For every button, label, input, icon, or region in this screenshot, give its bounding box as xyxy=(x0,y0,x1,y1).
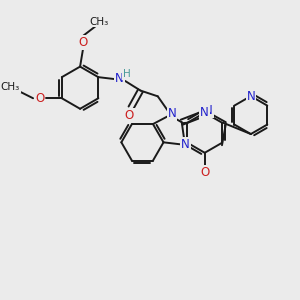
Text: N: N xyxy=(181,138,190,151)
Text: N: N xyxy=(200,106,209,119)
Text: CH₃: CH₃ xyxy=(0,82,20,92)
Text: O: O xyxy=(35,92,44,105)
Text: N: N xyxy=(168,107,176,120)
Text: H: H xyxy=(123,69,131,79)
Text: O: O xyxy=(78,36,88,49)
Text: N: N xyxy=(115,72,124,85)
Text: O: O xyxy=(200,167,209,179)
Text: CH₃: CH₃ xyxy=(90,16,109,27)
Text: N: N xyxy=(204,104,213,117)
Text: N: N xyxy=(247,90,255,103)
Text: O: O xyxy=(124,109,134,122)
